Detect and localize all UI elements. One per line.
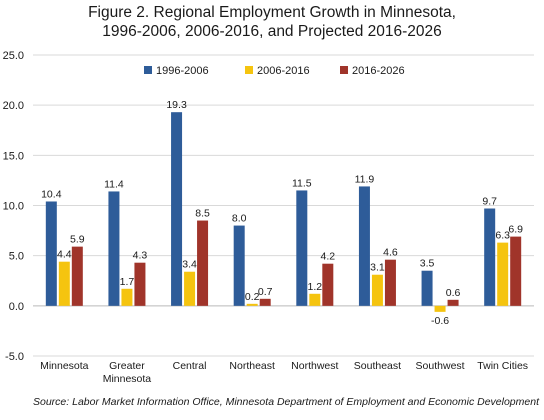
data-label: 3.5: [420, 258, 435, 270]
bar-2006-2016: [121, 288, 133, 306]
bar-2006-2016: [184, 271, 196, 306]
data-label: 11.9: [355, 173, 375, 185]
chart-title: Figure 2. Regional Employment Growth in …: [0, 3, 544, 41]
data-label: 10.4: [41, 188, 62, 200]
data-label: 0.7: [258, 286, 273, 298]
y-tick-label: 15.0: [3, 150, 24, 162]
legend-swatch: [245, 66, 253, 74]
x-tick-label: Northwest: [291, 360, 338, 372]
data-label: 19.3: [166, 99, 187, 111]
bar-1996-2006: [421, 270, 433, 306]
x-tick-label: Minnesota: [103, 373, 152, 385]
x-tick-label: Southeast: [354, 360, 401, 372]
bar-1996-2006: [358, 186, 370, 306]
bar-2016-2026: [259, 298, 271, 306]
y-tick-label: -5.0: [5, 351, 24, 363]
y-tick-label: 5.0: [9, 251, 24, 263]
y-tick-label: 0.0: [9, 301, 24, 313]
bar-2016-2026: [447, 299, 459, 306]
legend-label: 1996-2006: [156, 65, 209, 77]
y-tick-label: 25.0: [3, 50, 24, 62]
y-tick-label: 10.0: [3, 201, 24, 213]
bar-2006-2016: [246, 303, 258, 306]
x-tick-label: Minnesota: [40, 360, 89, 372]
x-tick-label: Greater: [109, 360, 145, 372]
bar-2016-2026: [384, 259, 396, 306]
x-tick-label: Central: [173, 360, 207, 372]
data-label: 3.4: [182, 259, 197, 271]
data-label: 11.5: [292, 177, 312, 189]
data-label: -0.6: [431, 315, 449, 327]
bar-2006-2016: [58, 261, 70, 306]
x-tick-label: Southwest: [416, 360, 465, 372]
data-label: 8.0: [232, 213, 247, 225]
data-label: 3.1: [370, 262, 385, 274]
bar-1996-2006: [296, 190, 308, 306]
data-label: 9.7: [482, 196, 497, 208]
x-tick-label: Northeast: [229, 360, 275, 372]
data-label: 5.9: [70, 234, 85, 246]
data-label: 0.6: [446, 287, 461, 299]
bar-2006-2016: [434, 305, 446, 312]
bar-1996-2006: [45, 201, 57, 306]
data-label: 8.5: [195, 208, 210, 220]
bar-2016-2026: [71, 246, 83, 306]
chart-title-line-1: Figure 2. Regional Employment Growth in …: [88, 4, 456, 21]
legend-swatch: [144, 66, 152, 74]
bar-2016-2026: [322, 263, 334, 306]
data-label: 1.7: [120, 276, 135, 288]
bar-1996-2006: [233, 225, 245, 306]
data-label: 4.6: [383, 247, 398, 259]
chart-title-line-2: 1996-2006, 2006-2016, and Projected 2016…: [102, 23, 442, 40]
legend-swatch: [340, 66, 348, 74]
bar-1996-2006: [108, 191, 120, 306]
bar-1996-2006: [171, 112, 183, 306]
data-label: 6.9: [508, 224, 523, 236]
legend-label: 2016-2026: [352, 65, 405, 77]
bar-2016-2026: [197, 220, 209, 306]
data-label: 0.2: [245, 291, 260, 303]
legend-label: 2006-2016: [257, 65, 310, 77]
bar-2006-2016: [497, 242, 509, 306]
source-note: Source: Labor Market Information Office,…: [33, 396, 539, 408]
data-label: 4.2: [321, 251, 336, 263]
data-label: 4.3: [133, 250, 148, 262]
data-label: 1.2: [308, 281, 323, 293]
bar-2016-2026: [134, 262, 146, 306]
data-label: 11.4: [104, 178, 124, 190]
bar-2006-2016: [309, 293, 321, 306]
x-tick-label: Twin Cities: [477, 360, 528, 372]
bar-2006-2016: [371, 274, 383, 306]
data-label: 6.3: [495, 230, 510, 242]
bar-1996-2006: [484, 208, 496, 306]
data-label: 4.4: [57, 249, 72, 261]
bar-2016-2026: [510, 236, 522, 306]
y-tick-label: 20.0: [3, 100, 24, 112]
